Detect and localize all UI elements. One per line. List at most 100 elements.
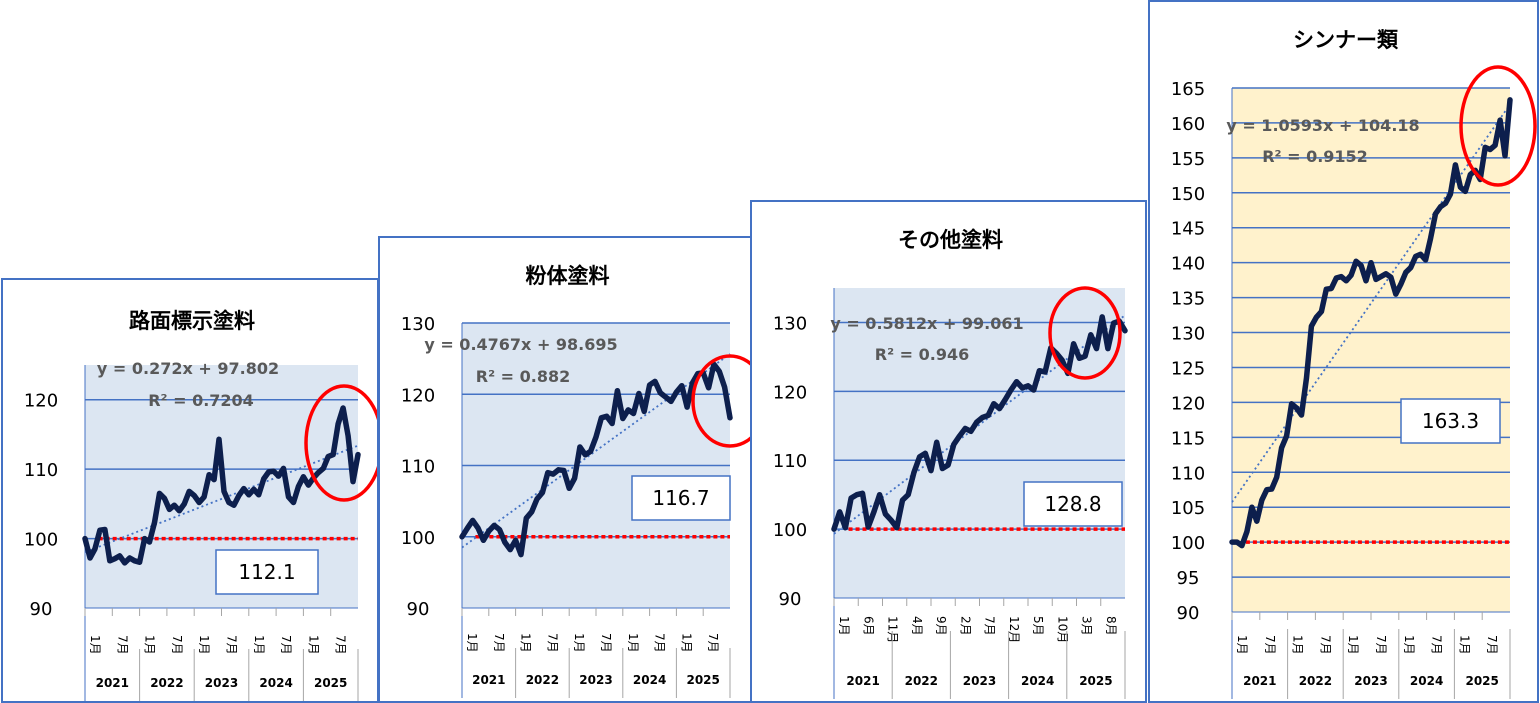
x-year-label: 2025 <box>1465 674 1498 688</box>
x-month-tick-label: 1月 <box>1402 635 1416 655</box>
x-month-tick-label: 1月 <box>1291 635 1305 655</box>
x-year-label: 2021 <box>96 676 129 690</box>
y-tick-label: 90 <box>407 599 430 620</box>
x-month-tick-label: 7月 <box>1318 635 1332 655</box>
y-tick-label: 130 <box>401 314 435 335</box>
x-month-tick-label: 7月 <box>706 633 720 653</box>
y-tick-label: 110 <box>401 457 435 478</box>
chart-title: 路面標示塗料 <box>129 309 255 333</box>
series-line <box>1229 97 1513 549</box>
trendline-equation: y = 0.4767x + 98.695 <box>424 335 617 354</box>
x-month-tick-label: 7月 <box>599 633 613 653</box>
chart-panel-road-marking-paint: 路面標示塗料 90 100 110 120 1月 7月 1月 7月 1月 7月 1月 7月 1月 7月 202… <box>1 278 379 703</box>
latest-value-box <box>1400 398 1501 444</box>
y-tick-label: 125 <box>1171 358 1205 379</box>
x-year-label: 2022 <box>526 673 559 687</box>
y-tick-label: 90 <box>30 599 53 620</box>
x-month-tick-label: 1月 <box>626 633 640 653</box>
trendline-equation: y = 0.272x + 97.802 <box>97 359 279 378</box>
latest-value-box <box>1023 481 1123 527</box>
x-month-tick-label: 1月 <box>88 635 102 655</box>
trend-line <box>461 353 731 549</box>
x-month-tick-label: 7月 <box>1374 635 1388 655</box>
x-year-label: 2024 <box>633 673 666 687</box>
x-year-label: 2023 <box>205 676 238 690</box>
trendline-r-squared: R² = 0.882 <box>476 367 570 386</box>
x-year-label: 2023 <box>963 674 996 688</box>
y-tick-label: 130 <box>773 313 807 334</box>
x-year-label: 2025 <box>686 673 719 687</box>
y-tick-label: 120 <box>401 385 435 406</box>
chart-powder-paint: 粉体塗料 90 100 110 120 130 1月 7月 1月 7月 1月 7月 1月 7月 1月 7月 20… <box>401 264 751 698</box>
x-month-tick-label: 1月 <box>519 633 533 653</box>
y-tick-label: 135 <box>1171 289 1205 310</box>
x-month-tick-label: 1月 <box>306 635 320 655</box>
x-month-tick-label: 7月 <box>170 635 184 655</box>
y-tick-label: 145 <box>1171 219 1205 240</box>
x-year-label: 2025 <box>1079 674 1112 688</box>
y-tick-label: 165 <box>1171 79 1205 100</box>
trendline-r-squared: R² = 0.7204 <box>148 391 254 410</box>
trendline-equation: y = 0.5812x + 99.061 <box>830 314 1023 333</box>
x-month-tick-label: 1月 <box>572 633 586 653</box>
highlight-ellipse <box>304 384 377 502</box>
series-line <box>82 405 361 566</box>
chart-title: シンナー類 <box>1293 28 1399 52</box>
x-year-label: 2023 <box>1354 674 1387 688</box>
x-month-tick-label: 7月 <box>983 616 997 636</box>
series-line <box>459 361 733 558</box>
y-tick-label: 90 <box>779 589 802 610</box>
chart-title: 粉体塗料 <box>526 264 610 288</box>
x-month-tick-label: 1月 <box>143 635 157 655</box>
x-month-tick-label: 7月 <box>1485 635 1499 655</box>
chart-road-marking-paint: 路面標示塗料 90 100 110 120 1月 7月 1月 7月 1月 7月 1月 7月 1月 7月 202… <box>24 309 377 701</box>
x-month-tick-label: 7月 <box>545 633 559 653</box>
y-tick-label: 100 <box>24 530 58 551</box>
x-month-tick-label: 6月 <box>861 616 875 636</box>
highlight-ellipse <box>1459 65 1537 187</box>
x-month-tick-label: 7月 <box>279 635 293 655</box>
chart-panel-thinners: シンナー類 90 95 100 105 110 115 120 125 130 135 140 145 1… <box>1148 0 1539 703</box>
x-month-tick-label: 7月 <box>492 633 506 653</box>
trend-line <box>1231 103 1511 503</box>
x-month-tick-label: 7月 <box>334 635 348 655</box>
x-month-tick-label: 3月 <box>1080 616 1094 636</box>
y-tick-label: 105 <box>1171 498 1205 519</box>
x-year-label: 2021 <box>1243 674 1276 688</box>
x-month-tick-label: 1月 <box>1457 635 1471 655</box>
x-month-tick-label: 5月 <box>1031 616 1045 636</box>
x-month-tick-label: 8月 <box>1104 616 1118 636</box>
trendline-equation: y = 1.0593x + 104.18 <box>1226 116 1419 135</box>
x-year-label: 2022 <box>1299 674 1332 688</box>
x-year-label: 2021 <box>472 673 505 687</box>
x-month-tick-label: 1月 <box>465 633 479 653</box>
x-month-tick-label: 1月 <box>252 635 266 655</box>
y-tick-label: 90 <box>1177 603 1200 624</box>
trend-line <box>84 444 359 554</box>
y-tick-label: 110 <box>24 460 58 481</box>
x-month-tick-label: 7月 <box>1430 635 1444 655</box>
trendline-r-squared: R² = 0.946 <box>875 345 969 364</box>
y-tick-label: 110 <box>773 451 807 472</box>
y-tick-label: 100 <box>773 520 807 541</box>
x-year-label: 2023 <box>579 673 612 687</box>
latest-value-box <box>631 475 731 521</box>
y-tick-label: 120 <box>1171 393 1205 414</box>
x-year-label: 2022 <box>905 674 938 688</box>
x-year-label: 2025 <box>314 676 347 690</box>
latest-value-label: 116.7 <box>652 486 709 510</box>
y-tick-label: 150 <box>1171 184 1205 205</box>
series-line <box>831 314 1128 532</box>
latest-value-box <box>215 549 319 595</box>
y-tick-label: 100 <box>1171 533 1205 554</box>
chart-other-paint: その他塗料 90 100 110 120 130 1月 6月 11月 4月 9月 2月 7月 12月 5月 1… <box>773 228 1128 699</box>
y-tick-label: 95 <box>1177 568 1200 589</box>
x-month-tick-label: 7月 <box>653 633 667 653</box>
plot-area <box>1232 88 1510 612</box>
latest-value-label: 128.8 <box>1044 492 1101 516</box>
y-tick-label: 115 <box>1171 428 1205 449</box>
highlight-ellipse <box>1048 286 1122 380</box>
x-month-tick-label: 1月 <box>1235 635 1249 655</box>
x-year-label: 2021 <box>846 674 879 688</box>
chart-panel-powder-paint: 粉体塗料 90 100 110 120 130 1月 7月 1月 7月 1月 7月 1月 7月 1月 7月 20… <box>378 236 753 703</box>
